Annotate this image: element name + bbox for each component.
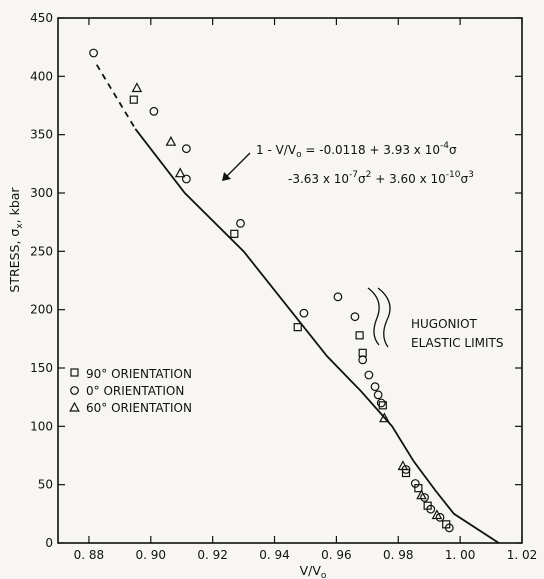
point-0-orientation bbox=[350, 312, 360, 322]
fit-equation: 1 - V/Vo = -0.0118 + 3.93 x 10-4σ -3.63 … bbox=[256, 141, 474, 186]
point-0-orientation bbox=[370, 382, 380, 392]
svg-text:1 - V/Vo = -0.0118 + 3.93 x 10: 1 - V/Vo = -0.0118 + 3.93 x 10-4σ bbox=[256, 141, 457, 160]
point-0-orientation bbox=[373, 390, 383, 400]
y-axis-label: STRESS, σx, kbar bbox=[7, 187, 25, 293]
fit-curve-extrapolated bbox=[95, 64, 137, 130]
point-0-orientation bbox=[410, 479, 420, 488]
y-tick-label: 350 bbox=[30, 128, 53, 142]
x-tick-label: 0. 94 bbox=[259, 548, 290, 562]
point-0-orientation bbox=[299, 308, 309, 318]
point-90-orientation bbox=[378, 401, 387, 410]
y-tick-label: 450 bbox=[30, 11, 53, 25]
y-tick-label: 300 bbox=[30, 186, 53, 200]
legend: 90° ORIENTATION 0° ORIENTATION 60° ORIEN… bbox=[69, 367, 192, 415]
x-tick-label: 0. 90 bbox=[136, 548, 167, 562]
x-tick-label: 0. 92 bbox=[197, 548, 228, 562]
y-tick-label: 0 bbox=[45, 536, 53, 550]
y-axis-ticks: 0 50 100 150 200 250 300 350 400 450 bbox=[30, 11, 522, 550]
point-90-orientation bbox=[293, 323, 302, 332]
point-60-orientation bbox=[165, 135, 177, 146]
hugoniot-label: HUGONIOT bbox=[411, 317, 478, 331]
axes-frame bbox=[57, 17, 523, 544]
y-tick-label: 200 bbox=[30, 303, 53, 317]
legend-label-60: 60° ORIENTATION bbox=[86, 401, 192, 415]
point-60-orientation bbox=[431, 509, 443, 520]
fit-curve-line bbox=[134, 128, 500, 544]
point-0-orientation bbox=[435, 512, 445, 522]
legend-label-0: 0° ORIENTATION bbox=[86, 384, 184, 398]
legend-label-90: 90° ORIENTATION bbox=[86, 367, 192, 381]
plot-frame bbox=[57, 17, 523, 544]
legend-triangle-marker bbox=[69, 401, 80, 412]
point-90-orientation bbox=[230, 229, 239, 238]
point-60-orientation bbox=[379, 412, 390, 423]
x-tick-label: 0. 96 bbox=[321, 548, 352, 562]
legend-square-marker bbox=[70, 368, 79, 377]
point-0-orientation bbox=[420, 493, 429, 502]
point-0-orientation bbox=[236, 218, 245, 228]
point-60-orientation bbox=[174, 167, 186, 178]
hugoniot-annotation: HUGONIOT ELASTIC LIMITS bbox=[367, 287, 504, 350]
y-tick-label: 50 bbox=[38, 478, 53, 492]
point-0-orientation bbox=[364, 370, 374, 380]
y-tick-label: 400 bbox=[30, 69, 53, 83]
point-90-orientation bbox=[355, 331, 364, 340]
equation-arrow bbox=[222, 152, 251, 181]
y-tick-label: 150 bbox=[30, 361, 53, 375]
x-tick-label: 1. 00 bbox=[445, 548, 476, 562]
point-60-orientation bbox=[397, 460, 409, 471]
point-0-orientation bbox=[181, 144, 191, 154]
point-60-orientation bbox=[416, 489, 427, 500]
point-0-orientation bbox=[149, 106, 159, 116]
y-tick-label: 100 bbox=[30, 419, 53, 433]
elastic-limits-label: ELASTIC LIMITS bbox=[411, 336, 504, 350]
point-0-orientation bbox=[181, 174, 191, 184]
point-0-orientation bbox=[333, 292, 343, 302]
x-tick-label: 0. 88 bbox=[74, 548, 105, 562]
x-axis-label-subscript: o bbox=[321, 571, 327, 579]
legend-circle-marker bbox=[70, 386, 79, 395]
y-tick-label: 250 bbox=[30, 244, 53, 258]
data-points bbox=[89, 48, 454, 533]
fit-curve bbox=[95, 64, 500, 544]
y-axis-label-subscript: x bbox=[15, 223, 25, 229]
point-0-orientation bbox=[426, 504, 436, 514]
x-axis-label: V/Vo bbox=[300, 563, 327, 579]
point-0-orientation bbox=[376, 398, 386, 408]
x-axis-ticks: 0. 88 0. 90 0. 92 0. 94 0. 96 0. 98 1. 00 1. 02 bbox=[74, 18, 538, 562]
point-0-orientation bbox=[358, 355, 368, 365]
point-0-orientation bbox=[89, 48, 98, 58]
point-60-orientation bbox=[131, 82, 143, 93]
svg-text:-3.63 x 10-7σ2 + 3.60 x 10-10σ: -3.63 x 10-7σ2 + 3.60 x 10-10σ3 bbox=[288, 170, 474, 186]
point-0-orientation bbox=[444, 523, 454, 533]
point-90-orientation bbox=[129, 95, 138, 104]
point-90-orientation bbox=[358, 348, 367, 357]
x-tick-label: 0. 98 bbox=[383, 548, 414, 562]
x-tick-label: 1. 02 bbox=[507, 548, 538, 562]
